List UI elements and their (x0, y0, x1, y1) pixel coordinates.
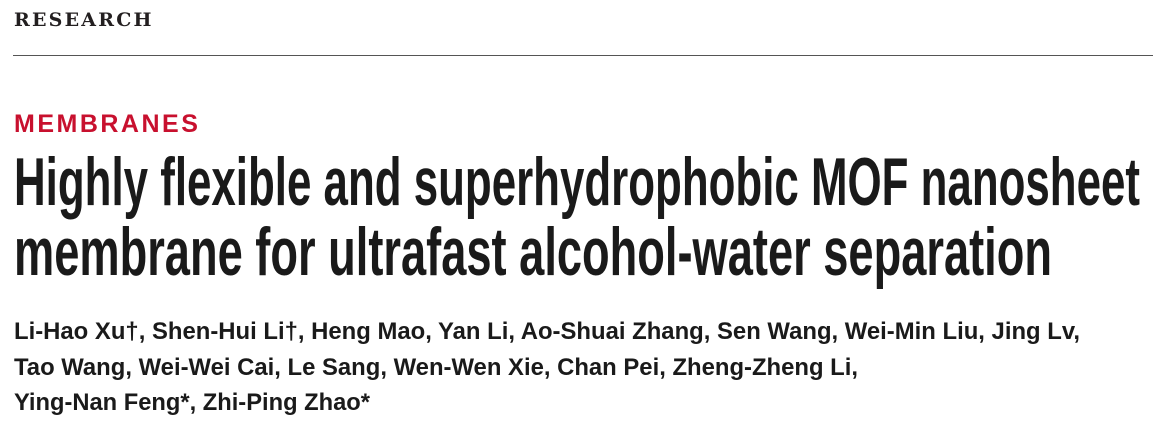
article-title-line-1: Highly flexible and superhydrophobic MOF… (14, 144, 1140, 220)
article-title-line-2: membrane for ultrafast alcohol-water sep… (14, 214, 1052, 290)
author-line-3: Ying-Nan Feng*, Zhi-Ping Zhao* (14, 389, 370, 416)
author-line-1: Li-Hao Xu†, Shen-Hui Li†, Heng Mao, Yan … (14, 318, 1080, 345)
header-divider (13, 55, 1153, 56)
section-label: RESEARCH (14, 9, 154, 31)
author-line-2: Tao Wang, Wei-Wei Cai, Le Sang, Wen-Wen … (14, 354, 858, 381)
article-kicker: MEMBRANES (14, 110, 201, 138)
